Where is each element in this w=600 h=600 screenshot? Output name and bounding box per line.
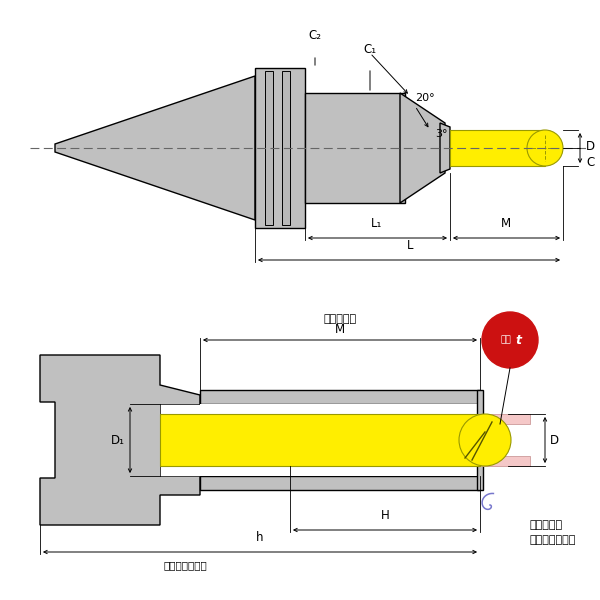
Bar (480, 414, 530, 424)
Text: H: H (380, 509, 389, 522)
Text: 20°: 20° (415, 93, 434, 103)
Bar (200, 390, 480, 404)
Text: D: D (550, 433, 559, 446)
Text: L: L (407, 239, 413, 252)
Bar (255, 68, 305, 228)
Text: C: C (586, 155, 594, 169)
Text: （最低把持長）: （最低把持長） (530, 535, 577, 545)
Bar (305, 93, 405, 203)
Text: C₂: C₂ (308, 29, 322, 42)
Bar (480, 456, 530, 466)
Text: L₁: L₁ (371, 217, 383, 230)
Bar (265, 71, 273, 225)
Text: h: h (256, 531, 264, 544)
Bar (450, 130, 545, 166)
Text: D: D (586, 139, 595, 152)
Text: t: t (515, 334, 521, 346)
Text: M: M (501, 217, 511, 230)
Text: 加工有効長: 加工有効長 (323, 314, 356, 324)
Polygon shape (440, 123, 450, 173)
Bar (200, 476, 480, 490)
Text: 3°: 3° (435, 129, 448, 139)
Polygon shape (400, 93, 445, 203)
Polygon shape (40, 355, 200, 525)
Bar (200, 404, 480, 476)
Bar (477, 390, 483, 490)
Circle shape (482, 312, 538, 368)
Circle shape (459, 414, 511, 466)
Circle shape (527, 130, 563, 166)
Text: つかみ長さ: つかみ長さ (530, 520, 563, 530)
Text: D₁: D₁ (111, 433, 125, 446)
Bar (282, 71, 290, 225)
Text: 肉厚: 肉厚 (500, 335, 511, 344)
Polygon shape (55, 76, 255, 220)
Text: M: M (335, 323, 345, 336)
Bar (160, 414, 480, 466)
Text: 工具最大挿入長: 工具最大挿入長 (163, 560, 207, 570)
Bar (160, 404, 200, 476)
Text: C₁: C₁ (364, 43, 377, 56)
